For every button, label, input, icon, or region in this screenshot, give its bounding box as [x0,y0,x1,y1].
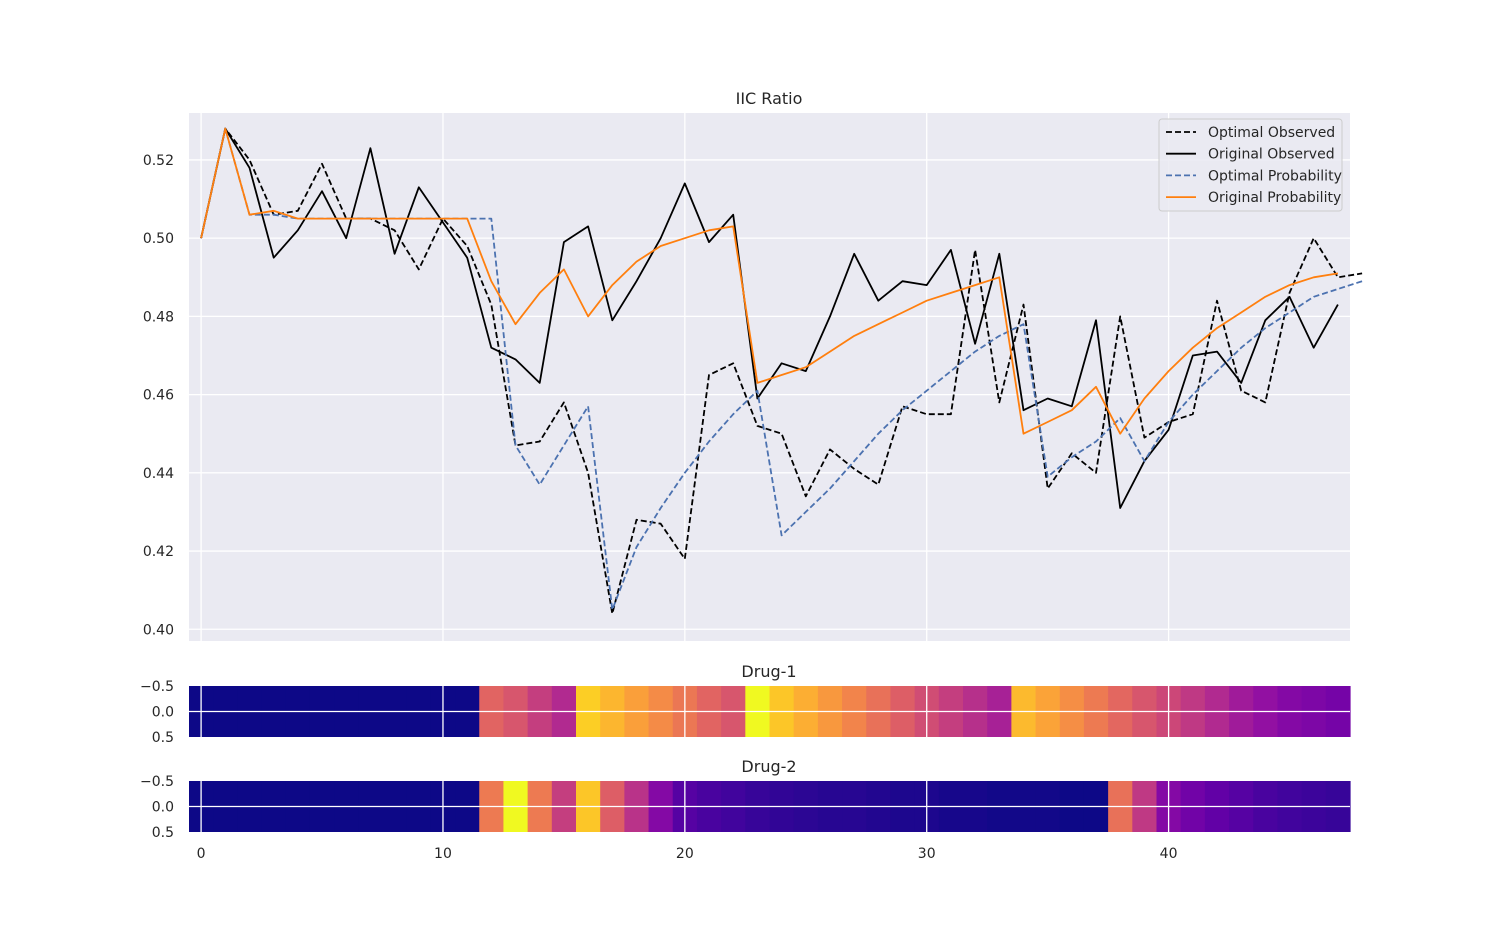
drug-2-y-tick-labels: −0.5 0.0 0.5 [140,774,174,841]
legend-label: Optimal Observed [1208,125,1335,141]
x-tick-label: 0 [197,846,206,862]
drug-2-grid [189,781,1350,832]
main-y-tick-label: 0.46 [143,388,174,404]
drug-1-title: Drug-1 [741,662,796,681]
series-line-4 [200,127,1339,435]
drug-1-grid [189,686,1350,737]
main-title: IIC Ratio [736,89,803,108]
main-y-tick-label: 0.42 [143,544,174,560]
legend-items: Optimal Observed Original Observed Optimal… [1166,125,1342,206]
legend-box [1158,118,1343,212]
main-grid [189,113,1350,641]
drug-2-y-tick-label: 0.5 [152,825,174,841]
drug-1-y-tick-labels: −0.5 0.0 0.5 [140,679,174,746]
drug-2-y-tick-label: −0.5 [140,774,174,790]
drug-1-y-tick-label: 0.0 [152,705,174,721]
legend-label: Original Probability [1208,190,1341,206]
x-tick-label: 20 [676,846,694,862]
main-y-tick-label: 0.40 [143,622,174,638]
main-y-tick-labels: 0.40 0.42 0.44 0.46 0.48 0.50 0.52 [143,153,174,638]
main-y-tick-label: 0.50 [143,231,174,247]
main-y-tick-label: 0.52 [143,153,174,169]
drug-1-y-tick-label: −0.5 [140,679,174,695]
legend-label: Optimal Probability [1208,168,1342,184]
main-y-tick-label: 0.44 [143,466,174,482]
drug-2-title: Drug-2 [741,757,796,776]
legend: Optimal Observed Original Observed Optimal… [1158,118,1343,212]
main-series [200,127,1363,615]
x-tick-label: 40 [1160,846,1178,862]
drug-1-y-tick-label: 0.5 [152,730,174,746]
x-tick-label: 30 [918,846,936,862]
x-tick-label: 10 [434,846,452,862]
main-y-tick-label: 0.48 [143,309,174,325]
drug-2-heatmap: Drug-2 −0.5 0.0 0.5 0 10 20 30 40 [140,757,1351,862]
drug-1-heatmap: Drug-1 −0.5 0.0 0.5 [140,662,1351,746]
legend-label: Original Observed [1208,147,1335,163]
drug-2-y-tick-label: 0.0 [152,800,174,816]
main-chart: 0.40 0.42 0.44 0.46 0.48 0.50 0.52 IIC Ratio O… [143,89,1363,641]
x-tick-labels: 0 10 20 30 40 [197,846,1178,862]
